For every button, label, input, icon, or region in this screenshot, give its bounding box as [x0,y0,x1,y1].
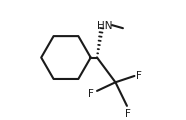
Text: F: F [125,109,131,119]
Text: HN: HN [97,21,112,31]
Text: F: F [88,89,94,99]
Text: F: F [136,71,142,81]
